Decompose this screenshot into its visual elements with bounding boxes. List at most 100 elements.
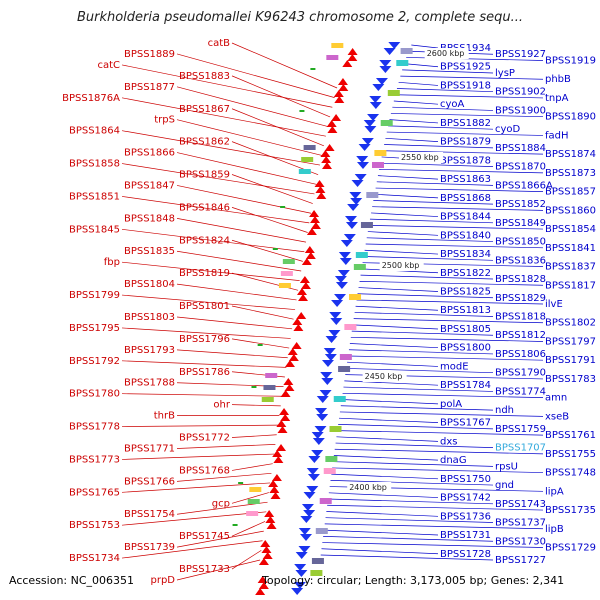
- left-gene-label[interactable]: BPSS1780: [69, 389, 120, 400]
- left-gene-label[interactable]: BPSS1862: [179, 137, 230, 148]
- right-gene-label[interactable]: BPSS1748: [545, 468, 596, 479]
- left-gene-label[interactable]: prpD: [150, 575, 175, 586]
- left-gene-label[interactable]: BPSS1803: [124, 312, 175, 323]
- right-gene-label[interactable]: BPSS1813: [440, 305, 491, 316]
- right-gene-label[interactable]: BPSS1834: [440, 249, 491, 260]
- left-gene-label[interactable]: BPSS1766: [124, 476, 175, 487]
- right-gene-label[interactable]: BPSS1882: [440, 118, 491, 129]
- right-gene-label[interactable]: phbB: [545, 74, 571, 85]
- right-gene-label[interactable]: ndh: [495, 405, 514, 416]
- right-gene-label[interactable]: BPSS1873: [545, 168, 596, 179]
- right-gene-label[interactable]: BPSS1868: [440, 193, 491, 204]
- right-gene-label[interactable]: BPSS1918: [440, 80, 491, 91]
- right-gene-label[interactable]: amn: [545, 393, 567, 404]
- right-gene-label[interactable]: BPSS1818: [495, 311, 546, 322]
- left-gene-label[interactable]: BPSS1773: [69, 454, 120, 465]
- left-gene-label[interactable]: catB: [208, 38, 231, 49]
- right-gene-label[interactable]: BPSS1805: [440, 324, 491, 335]
- left-gene-label[interactable]: fbp: [104, 257, 120, 268]
- right-gene-label[interactable]: cyoD: [495, 124, 521, 135]
- right-gene-label[interactable]: BPSS1874: [545, 149, 596, 160]
- left-gene-label[interactable]: BPSS1883: [179, 71, 230, 82]
- right-gene-label[interactable]: dxs: [440, 436, 457, 447]
- right-gene-label[interactable]: BPSS1852: [495, 199, 546, 210]
- right-gene-label[interactable]: BPSS1791: [545, 355, 596, 366]
- right-gene-label[interactable]: BPSS1750: [440, 474, 491, 485]
- right-gene-label[interactable]: BPSS1854: [545, 224, 596, 235]
- right-gene-label[interactable]: BPSS1727: [495, 555, 546, 566]
- left-gene-label[interactable]: BPSS1745: [179, 531, 230, 542]
- right-gene-label[interactable]: BPSS1841: [545, 243, 596, 254]
- right-gene-label[interactable]: BPSS1737: [495, 518, 546, 529]
- right-gene-label[interactable]: xseB: [545, 411, 569, 422]
- right-gene-label[interactable]: modE: [440, 361, 469, 372]
- right-gene-label[interactable]: BPSS1736: [440, 511, 491, 522]
- right-gene-label[interactable]: BPSS1728: [440, 549, 491, 560]
- left-gene-label[interactable]: BPSS1864: [69, 126, 120, 137]
- left-gene-label[interactable]: BPSS1846: [179, 202, 230, 213]
- right-gene-label[interactable]: BPSS1735: [545, 505, 596, 516]
- left-gene-label[interactable]: BPSS1867: [179, 104, 230, 115]
- left-gene-label[interactable]: BPSS1739: [124, 542, 175, 553]
- left-gene-label[interactable]: BPSS1799: [69, 290, 120, 301]
- left-gene-label[interactable]: BPSS1889: [124, 49, 175, 60]
- right-gene-label[interactable]: BPSS1761: [545, 430, 596, 441]
- right-gene-label[interactable]: BPSS1790: [495, 368, 546, 379]
- right-gene-label[interactable]: BPSS1850: [495, 237, 546, 248]
- right-gene-label[interactable]: BPSS1800: [440, 343, 491, 354]
- right-gene-label[interactable]: lysP: [495, 68, 515, 79]
- right-gene-label[interactable]: BPSS1870: [495, 162, 546, 173]
- right-gene-label[interactable]: BPSS1890: [545, 112, 596, 123]
- right-gene-label[interactable]: BPSS1755: [545, 449, 596, 460]
- right-gene-label[interactable]: BPSS1817: [545, 280, 596, 291]
- right-gene-label[interactable]: BPSS1836: [495, 255, 546, 266]
- right-gene-label[interactable]: BPSS1784: [440, 380, 491, 391]
- left-gene-label[interactable]: gcp: [212, 498, 230, 509]
- right-gene-label[interactable]: BPSS1731: [440, 530, 491, 541]
- left-gene-label[interactable]: BPSS1771: [124, 443, 175, 454]
- left-gene-label[interactable]: BPSS1788: [124, 378, 175, 389]
- right-gene-label[interactable]: BPSS1902: [495, 87, 546, 98]
- right-gene-label[interactable]: BPSS1857: [545, 187, 596, 198]
- right-gene-label[interactable]: lipA: [545, 486, 564, 497]
- right-gene-label[interactable]: BPSS1783: [545, 374, 596, 385]
- right-gene-label[interactable]: BPSS1860: [545, 205, 596, 216]
- left-gene-label[interactable]: BPSS1786: [179, 367, 230, 378]
- right-gene-label[interactable]: tnpA: [545, 93, 569, 104]
- left-gene-label[interactable]: ohr: [213, 400, 230, 411]
- gene-labels[interactable]: catB BPSS1889 catC BPSS1883 BPSS1877 BPSS1876…: [62, 38, 596, 586]
- right-gene-label[interactable]: BPSS1797: [545, 336, 596, 347]
- left-gene-label[interactable]: BPSS1824: [179, 235, 230, 246]
- right-gene-label[interactable]: BPSS1806: [495, 349, 546, 360]
- right-gene-label[interactable]: BPSS1879: [440, 137, 491, 148]
- left-gene-label[interactable]: BPSS1819: [179, 268, 230, 279]
- left-gene-label[interactable]: BPSS1753: [69, 520, 120, 531]
- right-gene-label[interactable]: BPSS1825: [440, 287, 491, 298]
- left-gene-label[interactable]: BPSS1733: [179, 564, 230, 575]
- left-gene-label[interactable]: BPSS1795: [69, 323, 120, 334]
- left-gene-label[interactable]: BPSS1847: [124, 180, 175, 191]
- right-gene-label[interactable]: lipB: [545, 524, 564, 535]
- right-gene-label[interactable]: fadH: [545, 130, 569, 141]
- right-gene-label[interactable]: BPSS1878: [440, 155, 491, 166]
- left-gene-label[interactable]: BPSS1848: [124, 213, 175, 224]
- right-gene-label[interactable]: BPSS1742: [440, 493, 491, 504]
- right-gene-label[interactable]: gnd: [495, 480, 514, 491]
- left-gene-label[interactable]: BPSS1845: [69, 224, 120, 235]
- left-gene-label[interactable]: BPSS1876A: [62, 93, 120, 104]
- right-gene-label[interactable]: BPSS1884: [495, 143, 546, 154]
- left-gene-label[interactable]: BPSS1851: [69, 191, 120, 202]
- right-gene-label[interactable]: BPSS1759: [495, 424, 546, 435]
- right-gene-label[interactable]: BPSS1828: [495, 274, 546, 285]
- right-gene-label[interactable]: BPSS1863: [440, 174, 491, 185]
- right-gene-label[interactable]: BPSS1840: [440, 230, 491, 241]
- right-gene-label[interactable]: BPSS1774: [495, 386, 546, 397]
- right-gene-label[interactable]: BPSS1802: [545, 318, 596, 329]
- right-gene-label[interactable]: polA: [440, 399, 462, 410]
- left-gene-label[interactable]: BPSS1778: [69, 422, 120, 433]
- left-gene-label[interactable]: BPSS1765: [69, 487, 120, 498]
- left-gene-label[interactable]: BPSS1858: [69, 159, 120, 170]
- right-gene-label[interactable]: BPSS1822: [440, 268, 491, 279]
- right-gene-label[interactable]: rpsU: [495, 461, 518, 472]
- left-gene-label[interactable]: BPSS1768: [179, 465, 230, 476]
